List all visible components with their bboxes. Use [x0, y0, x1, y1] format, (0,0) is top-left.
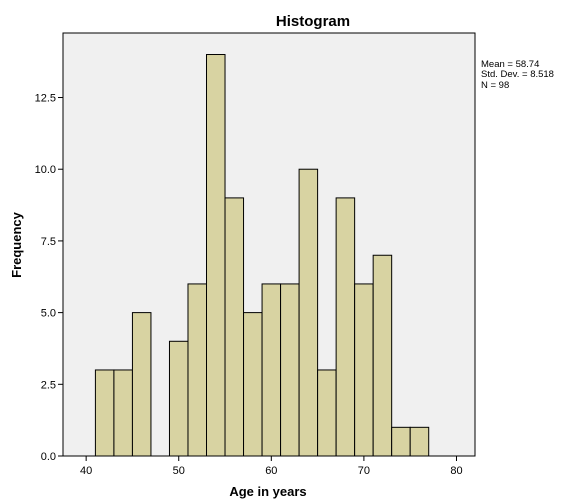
x-tick-label: 80 [450, 465, 462, 477]
histogram-bar-10 [280, 283, 300, 457]
histogram-bar-5 [187, 283, 208, 457]
stat-std-dev: Std. Dev. = 8.518 [481, 69, 554, 80]
histogram-bar-17 [409, 426, 430, 457]
y-tick-label: 7.5 [41, 236, 56, 248]
histogram-bar-0 [94, 369, 115, 457]
histogram-bar-6 [206, 54, 226, 457]
y-tick-label: 10.0 [35, 164, 56, 176]
histogram-bar-9 [261, 283, 282, 457]
stat-mean: Mean = 58.74 [481, 59, 539, 70]
chart-title: Histogram [276, 13, 350, 30]
histogram-bar-16 [391, 426, 411, 457]
y-tick-label: 2.5 [41, 379, 56, 391]
x-tick-label: 50 [173, 465, 185, 477]
histogram-bar-13 [335, 197, 356, 457]
stat-n: N = 98 [481, 80, 509, 91]
y-axis-label: Frequency [9, 211, 24, 278]
histogram-bar-8 [243, 312, 263, 457]
y-tick-label: 0.0 [41, 451, 56, 463]
bars-group [94, 54, 430, 457]
histogram-bar-12 [317, 369, 337, 457]
histogram-bar-11 [298, 168, 319, 457]
histogram-bar-2 [131, 312, 152, 457]
histogram-bar-4 [168, 340, 189, 457]
y-tick-label: 5.0 [41, 308, 56, 320]
histogram-bar-15 [372, 254, 393, 457]
x-tick-label: 60 [265, 465, 277, 477]
y-axis: 0.0 2.5 5.0 7.5 10.0 12.5 [35, 93, 63, 463]
histogram-bar-14 [354, 283, 374, 457]
histogram-bar-1 [113, 369, 133, 457]
x-tick-label: 70 [358, 465, 370, 477]
plot-frame [62, 32, 476, 457]
x-axis-label: Age in years [229, 484, 306, 499]
x-tick-label: 40 [80, 465, 92, 477]
x-axis: 40 50 60 70 80 [80, 456, 463, 477]
y-tick-label: 12.5 [35, 93, 56, 105]
histogram-bar-7 [224, 197, 245, 457]
